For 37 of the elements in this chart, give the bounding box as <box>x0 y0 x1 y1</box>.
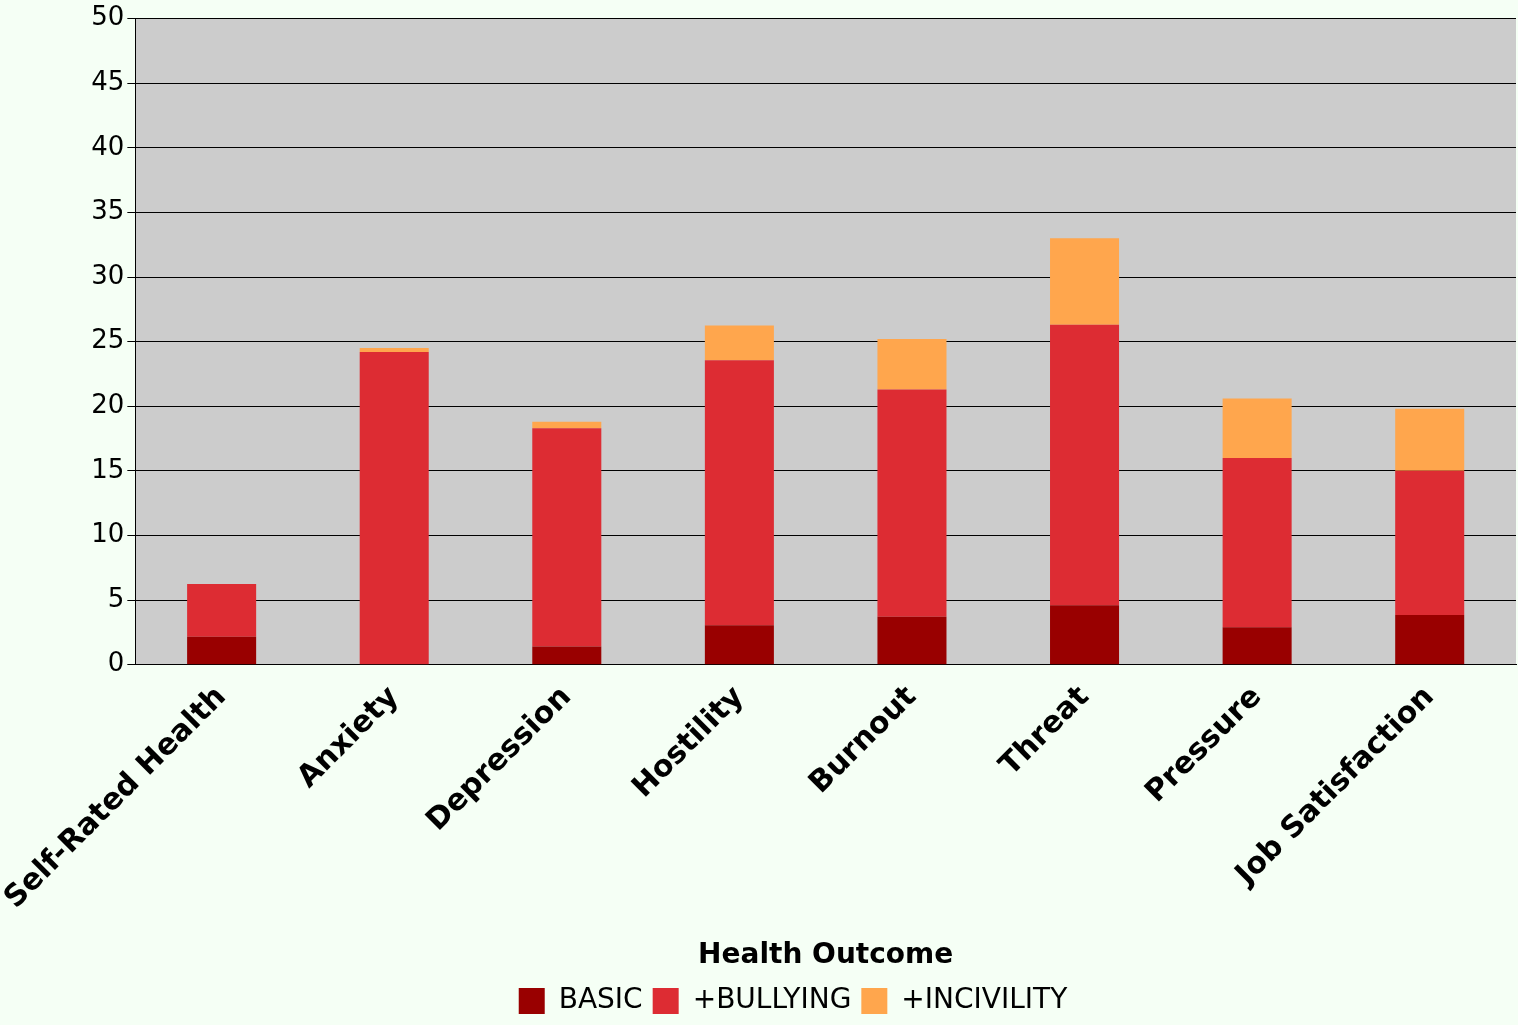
bar <box>532 428 602 647</box>
y-tick-label: 40 <box>91 130 125 161</box>
bar <box>877 389 947 617</box>
bar <box>1050 605 1120 665</box>
bar <box>1222 457 1292 628</box>
bar <box>704 360 774 626</box>
bar <box>187 583 257 637</box>
x-axis-title: Health Outcome <box>698 937 954 971</box>
bar <box>1050 324 1120 606</box>
y-tick-label: 45 <box>91 65 125 96</box>
legend-label: BASIC <box>558 982 643 1016</box>
bar <box>359 351 429 665</box>
bar <box>187 636 257 665</box>
legend-label: +BULLYING <box>692 982 852 1016</box>
y-tick-label: 10 <box>91 518 125 549</box>
legend-label: +INCIVILITY <box>901 982 1069 1016</box>
bar <box>1395 614 1465 665</box>
bar <box>877 616 947 665</box>
bar <box>1395 470 1465 615</box>
y-tick-label: 50 <box>91 1 125 32</box>
y-tick-label: 35 <box>91 195 125 226</box>
bar <box>532 646 602 665</box>
y-tick-label: 15 <box>91 453 125 484</box>
bar <box>704 625 774 665</box>
bar <box>704 325 774 361</box>
bar <box>877 339 947 390</box>
y-tick-label: 25 <box>91 324 125 355</box>
bar <box>1395 408 1465 471</box>
y-tick-label: 0 <box>107 647 125 678</box>
y-tick-label: 20 <box>91 388 125 419</box>
y-tick-label: 30 <box>91 259 125 290</box>
bar <box>1050 238 1120 325</box>
bar <box>359 348 429 352</box>
bar <box>1222 398 1292 458</box>
bar <box>1222 627 1292 665</box>
bar <box>532 421 602 429</box>
y-tick-label: 5 <box>107 582 125 613</box>
